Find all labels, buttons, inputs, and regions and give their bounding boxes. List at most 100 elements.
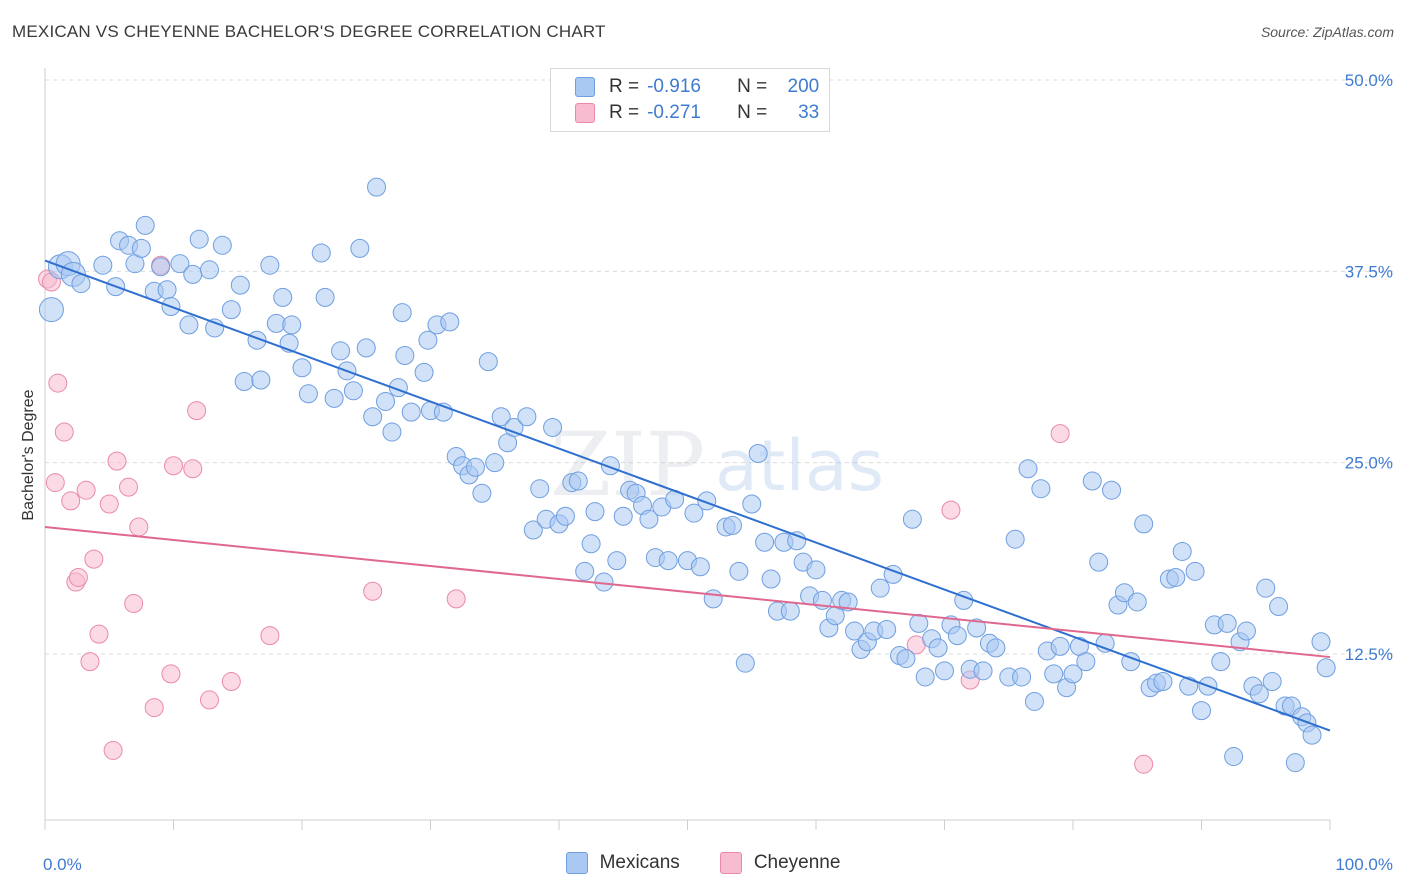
cheyenne-point [107, 451, 127, 471]
mexican-point [1063, 664, 1083, 684]
mexican-point [331, 341, 351, 361]
mexican-point [1256, 578, 1276, 598]
mexican-point [1185, 561, 1205, 581]
cheyenne-point [99, 494, 119, 514]
cheyenne-point [119, 477, 139, 497]
mexican-point [71, 274, 91, 294]
mexican-point [896, 649, 916, 669]
mexican-point [1217, 613, 1237, 633]
mexican-point [199, 260, 219, 280]
cheyenne-point [187, 401, 207, 421]
legend-r-value-cheyenne: -0.271 [647, 102, 701, 123]
mexican-point [1224, 747, 1244, 767]
mexican-point [1018, 459, 1038, 479]
mexican-point [658, 551, 678, 571]
mexican-point [491, 407, 511, 427]
y-tick-label: 37.5% [1345, 262, 1393, 281]
mexican-point [1236, 621, 1256, 641]
mexican-point [1262, 672, 1282, 692]
legend-row-mexicans: R = -0.916 N = 200 [575, 75, 819, 99]
cheyenne-point [941, 500, 961, 520]
mexican-point [1089, 552, 1109, 572]
mexican-point [780, 601, 800, 621]
mexican-point [1249, 684, 1269, 704]
mexican-point [485, 453, 505, 473]
mexican-point [1031, 479, 1051, 499]
mexican-point [703, 589, 723, 609]
legend-item-mexicans[interactable]: Mexicans [565, 852, 680, 874]
mexican-point [350, 238, 370, 258]
mexican-point [157, 280, 177, 300]
mexican-point [170, 254, 190, 274]
mexican-point [356, 338, 376, 358]
mexican-point [478, 352, 498, 372]
cheyenne-point [48, 373, 68, 393]
mexican-point [311, 243, 331, 263]
mexican-point [607, 551, 627, 571]
cheyenne-point [1134, 754, 1154, 774]
mexican-point [690, 557, 710, 577]
mexican-point [742, 494, 762, 514]
cheyenne-point [183, 459, 203, 479]
mexican-point [1050, 636, 1070, 656]
legend-r-label: R = [609, 76, 640, 97]
mexican-point [465, 457, 485, 477]
mexican-point [1005, 529, 1025, 549]
chart-title: MEXICAN VS CHEYENNE BACHELOR'S DEGREE CO… [12, 22, 606, 41]
mexican-point [581, 534, 601, 554]
cheyenne-point [129, 517, 149, 537]
cheyenne-point [363, 581, 383, 601]
mexican-point [877, 620, 897, 640]
y-tick-label: 50.0% [1345, 71, 1393, 90]
mexican-point [722, 515, 742, 535]
mexican-point [292, 358, 312, 378]
mexican-point [735, 653, 755, 673]
legend-swatch-mexicans [575, 77, 595, 97]
mexican-point [697, 491, 717, 511]
mexican-point [1311, 632, 1331, 652]
mexican-point [282, 315, 302, 335]
mexican-point [392, 303, 412, 323]
mexican-point [363, 407, 383, 427]
mexican-point [755, 532, 775, 552]
legend-swatch-cheyenne [719, 852, 742, 874]
mexican-point [472, 483, 492, 503]
cheyenne-point [54, 422, 74, 442]
mexican-point [806, 560, 826, 580]
mexican-point [517, 407, 537, 427]
mexican-point [189, 229, 209, 249]
mexican-point [947, 626, 967, 646]
mexican-point [221, 300, 241, 320]
cheyenne-point [80, 652, 100, 672]
mexican-point [1153, 672, 1173, 692]
mexican-point [568, 471, 588, 491]
mexican-point [530, 479, 550, 499]
cheyenne-point [1050, 424, 1070, 444]
legend-n-value-cheyenne: 33 [798, 102, 820, 123]
mexican-point [260, 255, 280, 275]
mexican-point [1134, 514, 1154, 534]
mexican-point [1044, 664, 1064, 684]
mexican-point [1316, 658, 1336, 678]
mexican-point [870, 578, 890, 598]
cheyenne-point [68, 567, 88, 587]
legend-swatch-cheyenne [575, 103, 595, 123]
legend-n-label: N = [737, 76, 768, 97]
cheyenne-point [45, 473, 65, 493]
mexican-point [273, 287, 293, 307]
mexican-point [909, 613, 929, 633]
mexican-point [131, 238, 151, 258]
mexican-point [1166, 567, 1186, 587]
tick-labels: 12.5% 25.0% 37.5% 50.0% 0.0% 100.0% [43, 71, 1393, 874]
mexican-point [967, 618, 987, 638]
mexican-point [585, 502, 605, 522]
mexican-point [1127, 592, 1147, 612]
y-axis-label: Bachelor's Degree [20, 389, 37, 520]
mexican-point [787, 531, 807, 551]
mexican-point [1012, 667, 1032, 687]
mexican-point [324, 388, 344, 408]
mexican-point [1179, 676, 1199, 696]
legend-item-cheyenne[interactable]: Cheyenne [719, 852, 840, 874]
cheyenne-point [446, 589, 466, 609]
mexican-point [1302, 725, 1322, 745]
